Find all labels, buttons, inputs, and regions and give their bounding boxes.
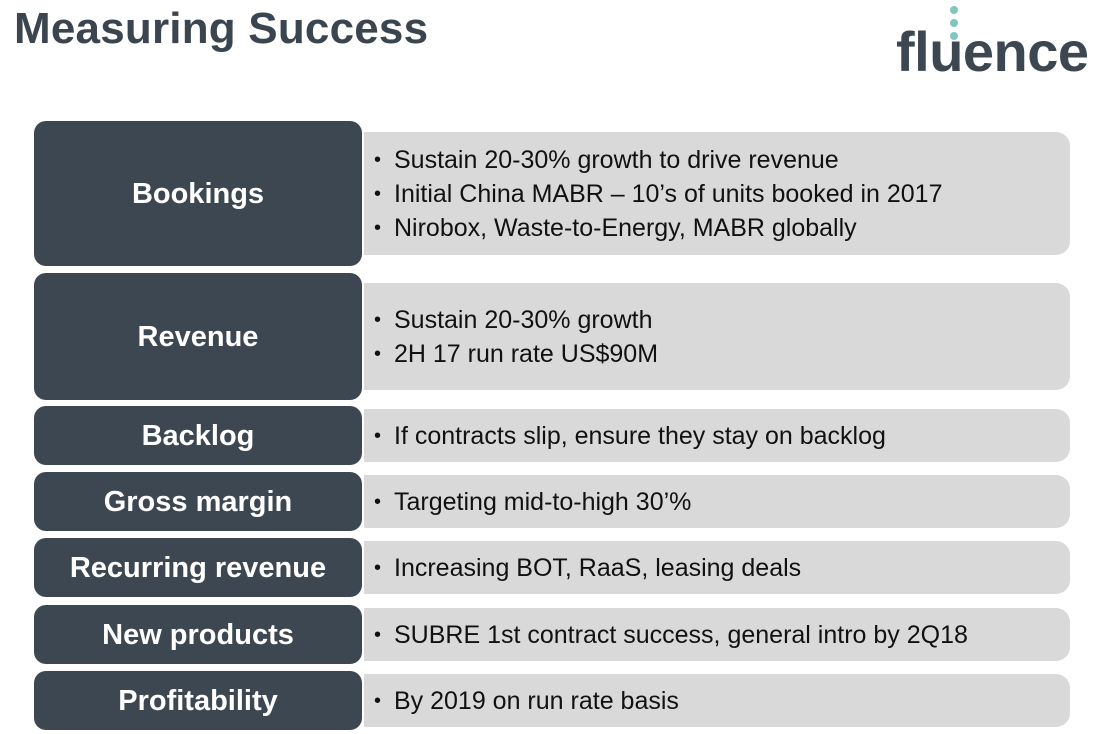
row-details-profitability: By 2019 on run rate basis (364, 674, 1070, 727)
logo-dots-icon (950, 6, 958, 40)
bullet-item: Sustain 20-30% growth (374, 303, 1070, 337)
row-label-revenue: Revenue (34, 273, 362, 400)
row-label-new-products: New products (34, 605, 362, 664)
row-label-profitability: Profitability (34, 671, 362, 730)
bullet-item: By 2019 on run rate basis (374, 684, 1070, 718)
row-label-recurring-revenue: Recurring revenue (34, 538, 362, 597)
row-details-gross-margin: Targeting mid-to-high 30’% (364, 475, 1070, 528)
logo-wordmark: fluence (896, 20, 1089, 83)
row-recurring-revenue: Recurring revenue Increasing BOT, RaaS, … (34, 538, 1070, 597)
row-gross-margin: Gross margin Targeting mid-to-high 30’% (34, 472, 1070, 531)
row-details-revenue: Sustain 20-30% growth 2H 17 run rate US$… (364, 283, 1070, 390)
bullet-item: If contracts slip, ensure they stay on b… (374, 419, 1070, 453)
row-label-backlog: Backlog (34, 406, 362, 465)
bullet-item: Targeting mid-to-high 30’% (374, 485, 1070, 519)
row-backlog: Backlog If contracts slip, ensure they s… (34, 406, 1070, 465)
slide-title: Measuring Success (14, 4, 429, 53)
row-details-backlog: If contracts slip, ensure they stay on b… (364, 409, 1070, 462)
row-bookings: Bookings Sustain 20-30% growth to drive … (34, 121, 1070, 266)
row-new-products: New products SUBRE 1st contract success,… (34, 605, 1070, 664)
bullet-item: SUBRE 1st contract success, general intr… (374, 618, 1070, 652)
row-label-bookings: Bookings (34, 121, 362, 266)
fluence-logo: fluence (896, 4, 1096, 84)
bullet-item: 2H 17 run rate US$90M (374, 337, 1070, 371)
bullet-item: Sustain 20-30% growth to drive revenue (374, 143, 1070, 177)
bullet-item: Initial China MABR – 10’s of units booke… (374, 177, 1070, 211)
row-label-gross-margin: Gross margin (34, 472, 362, 531)
row-details-recurring-revenue: Increasing BOT, RaaS, leasing deals (364, 541, 1070, 594)
bullet-item: Nirobox, Waste-to-Energy, MABR globally (374, 211, 1070, 245)
bullet-item: Increasing BOT, RaaS, leasing deals (374, 551, 1070, 585)
row-details-new-products: SUBRE 1st contract success, general intr… (364, 608, 1070, 661)
row-profitability: Profitability By 2019 on run rate basis (34, 671, 1070, 730)
row-revenue: Revenue Sustain 20-30% growth 2H 17 run … (34, 273, 1070, 400)
row-details-bookings: Sustain 20-30% growth to drive revenue I… (364, 132, 1070, 255)
